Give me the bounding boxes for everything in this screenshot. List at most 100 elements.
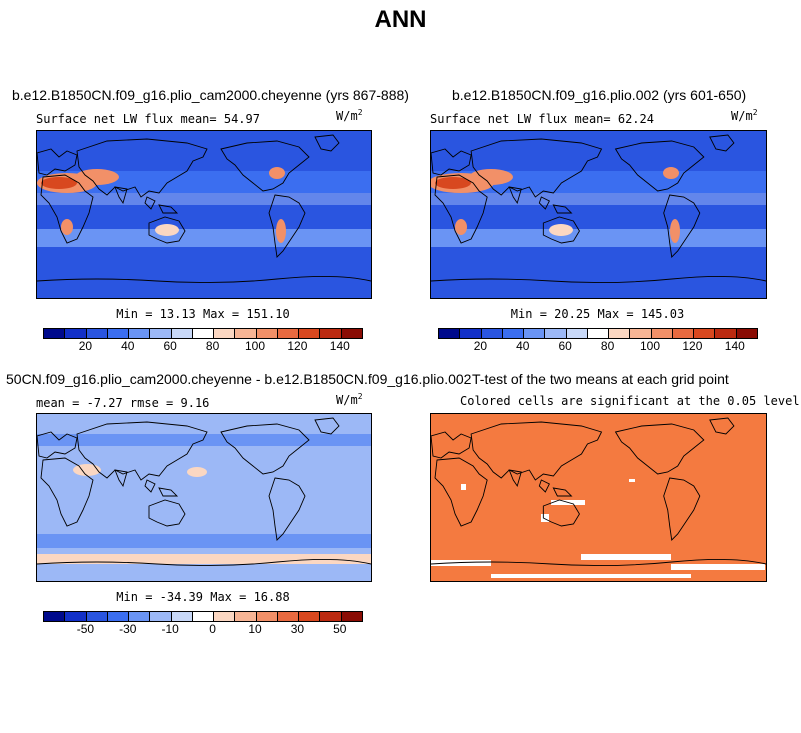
coastline-australia (542, 216, 580, 244)
panel4-map-svg (431, 414, 766, 581)
nonsignificant-patch (671, 564, 765, 570)
nonsignificant-patch (461, 484, 466, 490)
colorbar-swatch (214, 612, 236, 621)
coastline-samerica (663, 194, 701, 258)
colorbar-swatch (129, 612, 151, 621)
panel3-colorbar-ticks: -50 -30 -10 0 10 30 50 (43, 622, 361, 636)
colorbar-tick-label: 60 (558, 339, 572, 353)
panel2-colorbar-ticks: 20 40 60 80 100 120 140 (438, 339, 756, 353)
colorbar-swatch (651, 329, 673, 338)
coastline-asia (470, 421, 603, 481)
panel1-map-svg (37, 131, 371, 298)
sahara-core (41, 177, 77, 189)
coastline-europe (37, 431, 78, 459)
colorbar-swatch (672, 329, 695, 338)
coastline-antarctica (37, 558, 371, 567)
coastline-namerica (220, 140, 310, 192)
panel4-map (430, 413, 767, 582)
coastline-samerica (268, 194, 306, 258)
colorbar-swatch (502, 329, 525, 338)
coastline-africa (434, 174, 488, 244)
map-layer (431, 131, 766, 298)
arabia-field (469, 169, 513, 185)
panel2-minmax: Min = 20.25 Max = 145.03 (510, 307, 685, 321)
colorbar-tick-label: -10 (161, 622, 179, 636)
colorbar-tick-label: 80 (600, 339, 615, 353)
colorbar-swatch (171, 329, 193, 338)
colorbar-swatch (192, 329, 215, 338)
colorbar-swatch (481, 329, 503, 338)
colorbar-swatch (545, 329, 567, 338)
coastline-greenland (709, 417, 735, 435)
panel3-case-title: 50CN.f09_g16.plio_cam2000.cheyenne - b.e… (6, 371, 472, 387)
map-layer (37, 414, 371, 581)
colorbar-swatch (65, 612, 87, 621)
coastline-asia (470, 138, 603, 198)
colorbar-swatch (44, 329, 66, 338)
coastline-seasia (144, 479, 179, 497)
coastline-seasia (144, 196, 179, 214)
diff-positive-south (37, 554, 371, 564)
coastline-seasia (538, 479, 573, 497)
colorbar-tick-label: -30 (119, 622, 137, 636)
colorbar-swatch (320, 329, 342, 338)
nonsignificant-patch (541, 514, 549, 522)
colorbar-tick-label: 100 (639, 339, 661, 353)
colorbar-tick-label: 140 (724, 339, 745, 353)
panel2-units: W/m2 (731, 108, 758, 123)
colorbar-tick-label: 10 (248, 622, 262, 636)
panel1-colorbar-ticks: 20 40 60 80 100 120 140 (43, 339, 361, 353)
panel2-map (430, 130, 767, 299)
coastline-samerica (663, 477, 701, 541)
colorbar-tick-label: 40 (121, 339, 135, 353)
colorbar-tick-label: 40 (516, 339, 530, 353)
coastline-africa (40, 174, 94, 244)
nonsignificant-patch (431, 560, 491, 566)
mexico-field (663, 167, 679, 179)
coastline-australia (148, 216, 186, 244)
coastline-asia (76, 421, 208, 481)
panel1-subtitle: Surface net LW flux mean= 54.97 (36, 112, 260, 126)
colorbar-swatch (107, 612, 130, 621)
colorbar-swatch (150, 612, 172, 621)
coastline-europe (431, 431, 472, 459)
coastline-india (114, 186, 128, 205)
colorbar-tick-label: 140 (329, 339, 350, 353)
coastline-australia (148, 499, 186, 527)
map-layer (37, 131, 371, 298)
colorbar-swatch (341, 612, 362, 621)
colorbar-swatch (235, 612, 257, 621)
colorbar-tick-label: -50 (76, 622, 95, 636)
colorbar-swatch (299, 329, 321, 338)
coastline-europe (37, 148, 78, 176)
panel4-case-title: T-test of the two means at each grid poi… (472, 371, 729, 387)
coastline-greenland (709, 134, 735, 152)
panel3-units: W/m2 (336, 392, 363, 407)
colorbar-tick-label: 50 (333, 622, 347, 636)
sahara-core (435, 177, 471, 189)
colorbar-swatch (192, 612, 215, 621)
colorbar-swatch (86, 329, 108, 338)
nonsignificant-patch (629, 479, 635, 482)
colorbar-swatch (460, 329, 482, 338)
colorbar-swatch (277, 612, 300, 621)
colorbar-swatch (235, 329, 257, 338)
panel3-map (36, 413, 372, 582)
subtropic-band-south (37, 229, 371, 247)
ocean-field (37, 131, 371, 298)
colorbar-swatch (277, 329, 300, 338)
colorbar-swatch (214, 329, 236, 338)
subtropic-band-south (431, 229, 766, 247)
nonsignificant-patch (581, 554, 671, 560)
colorbar-swatch (630, 329, 652, 338)
colorbar-swatch (107, 329, 130, 338)
kalahari-field (61, 219, 73, 235)
colorbar-tick-label: 120 (682, 339, 703, 353)
coastline-greenland (314, 134, 340, 152)
colorbar-swatch (715, 329, 737, 338)
panel3-subtitle: mean = -7.27 rmse = 9.16 (36, 396, 210, 410)
coastline-antarctica (431, 275, 766, 284)
colorbar-tick-label: 120 (287, 339, 308, 353)
colorbar-swatch (256, 612, 278, 621)
panel1-map (36, 130, 372, 299)
